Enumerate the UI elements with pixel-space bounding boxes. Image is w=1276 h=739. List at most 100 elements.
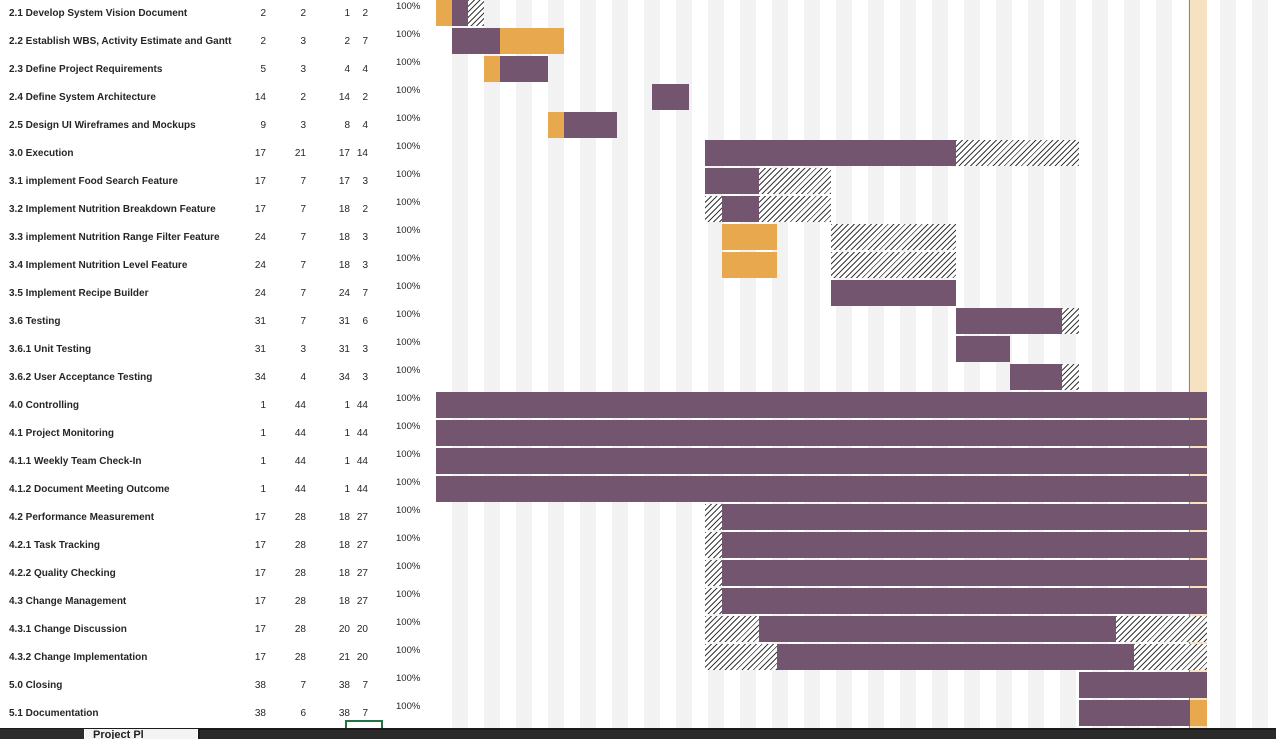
actual-duration-cell[interactable]: 20 [356, 652, 368, 663]
actual-start-cell[interactable]: 17 [338, 148, 350, 159]
plan-start-cell[interactable]: 17 [254, 568, 266, 579]
task-row[interactable]: 2.4 Define System Architecture 14 2 14 2 100% [0, 84, 1276, 112]
percent-complete-cell[interactable]: 100% [396, 673, 421, 684]
plan-start-cell[interactable]: 17 [254, 652, 266, 663]
percent-complete-cell[interactable]: 100% [396, 617, 421, 628]
task-name[interactable]: 3.6.2 User Acceptance Testing [9, 372, 153, 383]
task-row[interactable]: 3.6 Testing 31 7 31 6 100% [0, 308, 1276, 336]
actual-duration-cell[interactable]: 3 [362, 372, 368, 383]
actual-duration-cell[interactable]: 44 [356, 400, 368, 411]
task-name[interactable]: 3.1 implement Food Search Feature [9, 176, 178, 187]
task-name[interactable]: 3.5 Implement Recipe Builder [9, 288, 149, 299]
task-name[interactable]: 4.2 Performance Measurement [9, 512, 155, 523]
task-row[interactable]: 4.1.2 Document Meeting Outcome 1 44 1 44 100% [0, 476, 1276, 504]
actual-duration-cell[interactable]: 3 [362, 344, 368, 355]
actual-start-cell[interactable]: 18 [338, 568, 350, 579]
percent-complete-cell[interactable]: 100% [396, 701, 421, 712]
actual-start-cell[interactable]: 38 [338, 708, 350, 719]
percent-complete-cell[interactable]: 100% [396, 225, 421, 236]
plan-start-cell[interactable]: 17 [254, 204, 266, 215]
task-row[interactable]: 4.1 Project Monitoring 1 44 1 44 100% [0, 420, 1276, 448]
percent-complete-cell[interactable]: 100% [396, 645, 421, 656]
actual-duration-cell[interactable]: 27 [356, 568, 368, 579]
actual-start-cell[interactable]: 1 [344, 484, 350, 495]
actual-start-cell[interactable]: 1 [344, 8, 350, 19]
task-name[interactable]: 3.0 Execution [9, 148, 74, 159]
plan-duration-cell[interactable]: 44 [294, 484, 306, 495]
percent-complete-cell[interactable]: 100% [396, 393, 421, 404]
plan-start-cell[interactable]: 17 [254, 512, 266, 523]
plan-duration-cell[interactable]: 3 [300, 64, 306, 75]
percent-complete-cell[interactable]: 100% [396, 477, 421, 488]
task-row[interactable]: 3.6.2 User Acceptance Testing 34 4 34 3 100% [0, 364, 1276, 392]
plan-duration-cell[interactable]: 44 [294, 456, 306, 467]
task-row[interactable]: 3.1 implement Food Search Feature 17 7 17 3 1… [0, 168, 1276, 196]
plan-start-cell[interactable]: 31 [254, 316, 266, 327]
task-name[interactable]: 3.3 implement Nutrition Range Filter Fea… [9, 232, 220, 243]
selected-cell[interactable] [345, 720, 383, 728]
actual-start-cell[interactable]: 18 [338, 232, 350, 243]
actual-start-cell[interactable]: 1 [344, 400, 350, 411]
plan-start-cell[interactable]: 9 [260, 120, 266, 131]
plan-duration-cell[interactable]: 28 [294, 624, 306, 635]
task-row[interactable]: 4.2.1 Task Tracking 17 28 18 27 100% [0, 532, 1276, 560]
actual-duration-cell[interactable]: 3 [362, 260, 368, 271]
task-name[interactable]: 4.2.2 Quality Checking [9, 568, 116, 579]
task-row[interactable]: 3.5 Implement Recipe Builder 24 7 24 7 100% [0, 280, 1276, 308]
task-name[interactable]: 5.1 Documentation [9, 708, 99, 719]
plan-start-cell[interactable]: 2 [260, 36, 266, 47]
plan-duration-cell[interactable]: 28 [294, 568, 306, 579]
task-name[interactable]: 4.3.2 Change Implementation [9, 652, 148, 663]
actual-start-cell[interactable]: 17 [338, 176, 350, 187]
plan-start-cell[interactable]: 1 [260, 400, 266, 411]
plan-duration-cell[interactable]: 7 [300, 680, 306, 691]
actual-start-cell[interactable]: 14 [338, 92, 350, 103]
plan-start-cell[interactable]: 17 [254, 148, 266, 159]
task-row[interactable]: 3.2 Implement Nutrition Breakdown Featur… [0, 196, 1276, 224]
plan-duration-cell[interactable]: 3 [300, 36, 306, 47]
task-row[interactable]: 4.2.2 Quality Checking 17 28 18 27 100% [0, 560, 1276, 588]
plan-start-cell[interactable]: 5 [260, 64, 266, 75]
plan-duration-cell[interactable]: 7 [300, 260, 306, 271]
actual-duration-cell[interactable]: 27 [356, 512, 368, 523]
percent-complete-cell[interactable]: 100% [396, 57, 421, 68]
task-row[interactable]: 4.3.2 Change Implementation 17 28 21 20 100% [0, 644, 1276, 672]
plan-start-cell[interactable]: 1 [260, 484, 266, 495]
task-name[interactable]: 3.6.1 Unit Testing [9, 344, 92, 355]
actual-start-cell[interactable]: 4 [344, 64, 350, 75]
plan-start-cell[interactable]: 1 [260, 456, 266, 467]
task-row[interactable]: 4.3.1 Change Discussion 17 28 20 20 100% [0, 616, 1276, 644]
task-name[interactable]: 4.0 Controlling [9, 400, 79, 411]
plan-duration-cell[interactable]: 7 [300, 232, 306, 243]
task-name[interactable]: 4.1.1 Weekly Team Check-In [9, 456, 142, 467]
task-name[interactable]: 2.3 Define Project Requirements [9, 64, 163, 75]
plan-start-cell[interactable]: 17 [254, 596, 266, 607]
actual-duration-cell[interactable]: 7 [362, 680, 368, 691]
actual-duration-cell[interactable]: 7 [362, 36, 368, 47]
actual-duration-cell[interactable]: 4 [362, 120, 368, 131]
task-name[interactable]: 4.3 Change Management [9, 596, 127, 607]
plan-duration-cell[interactable]: 28 [294, 596, 306, 607]
percent-complete-cell[interactable]: 100% [396, 29, 421, 40]
plan-duration-cell[interactable]: 44 [294, 400, 306, 411]
actual-duration-cell[interactable]: 2 [362, 204, 368, 215]
plan-start-cell[interactable]: 38 [254, 708, 266, 719]
task-row[interactable]: 2.1 Develop System Vision Document 2 2 1 2 10… [0, 0, 1276, 28]
actual-duration-cell[interactable]: 27 [356, 540, 368, 551]
actual-start-cell[interactable]: 38 [338, 680, 350, 691]
percent-complete-cell[interactable]: 100% [396, 449, 421, 460]
task-row[interactable]: 3.6.1 Unit Testing 31 3 31 3 100% [0, 336, 1276, 364]
actual-start-cell[interactable]: 18 [338, 596, 350, 607]
plan-start-cell[interactable]: 24 [254, 260, 266, 271]
percent-complete-cell[interactable]: 100% [396, 561, 421, 572]
percent-complete-cell[interactable]: 100% [396, 253, 421, 264]
plan-duration-cell[interactable]: 28 [294, 652, 306, 663]
task-row[interactable]: 3.4 Implement Nutrition Level Feature 24 7… [0, 252, 1276, 280]
actual-start-cell[interactable]: 18 [338, 540, 350, 551]
percent-complete-cell[interactable]: 100% [396, 141, 421, 152]
plan-duration-cell[interactable]: 2 [300, 92, 306, 103]
actual-start-cell[interactable]: 18 [338, 204, 350, 215]
plan-start-cell[interactable]: 17 [254, 176, 266, 187]
sheet-nav[interactable] [0, 729, 84, 739]
task-row[interactable]: 2.5 Design UI Wireframes and Mockups 9 3 8 4… [0, 112, 1276, 140]
